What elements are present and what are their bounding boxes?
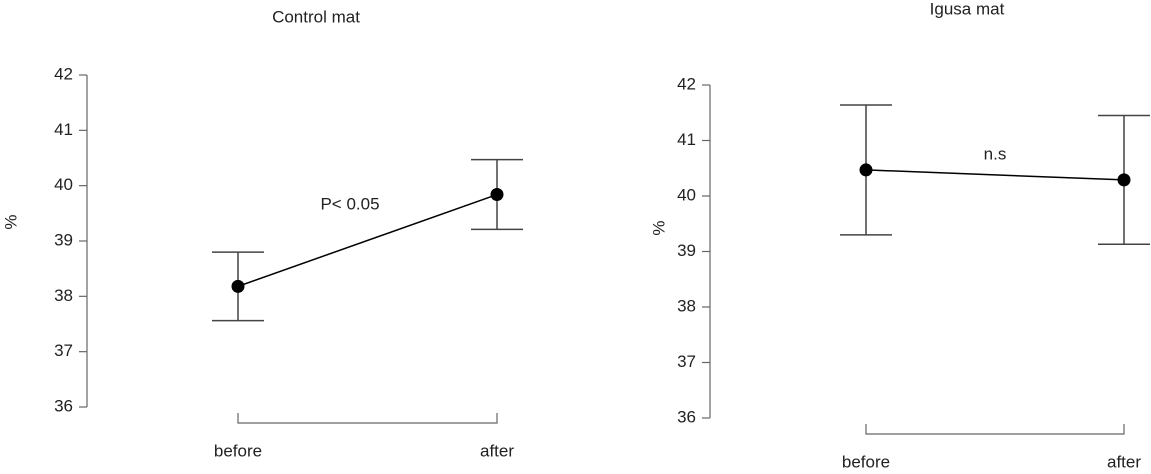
y-tick-label: 39 (677, 241, 696, 260)
y-tick-label: 36 (54, 396, 73, 415)
y-axis-label: % (1, 214, 20, 229)
x-tick-label: after (1107, 452, 1141, 471)
y-tick-label: 38 (54, 286, 73, 305)
y-tick-label: 37 (54, 341, 73, 360)
x-tick-label: before (842, 452, 890, 471)
y-tick-label: 41 (54, 120, 73, 139)
x-axis (237, 413, 498, 424)
annotation: n.s (984, 144, 1007, 163)
y-tick-label: 37 (677, 352, 696, 371)
y-tick-label: 40 (54, 175, 73, 194)
y-tick-label: 39 (54, 230, 73, 249)
y-tick-label: 36 (677, 407, 696, 426)
chart-title: Control mat (272, 7, 360, 26)
y-axis-label: % (649, 220, 668, 235)
annotation: P< 0.05 (320, 194, 379, 213)
point (231, 279, 245, 293)
y-tick-label: 40 (677, 185, 696, 204)
point (490, 188, 504, 202)
y-tick-label: 42 (677, 74, 696, 93)
x-tick-label: before (214, 441, 262, 460)
line (865, 169, 1125, 181)
y-tick-label: 38 (677, 296, 696, 315)
chart-title: Igusa mat (930, 0, 1005, 18)
y-tick-label: 42 (54, 64, 73, 83)
point (859, 163, 873, 177)
x-tick-label: after (480, 441, 514, 460)
line (237, 193, 498, 288)
point (1117, 173, 1131, 187)
x-axis (865, 424, 1125, 435)
y-tick-label: 41 (677, 130, 696, 149)
